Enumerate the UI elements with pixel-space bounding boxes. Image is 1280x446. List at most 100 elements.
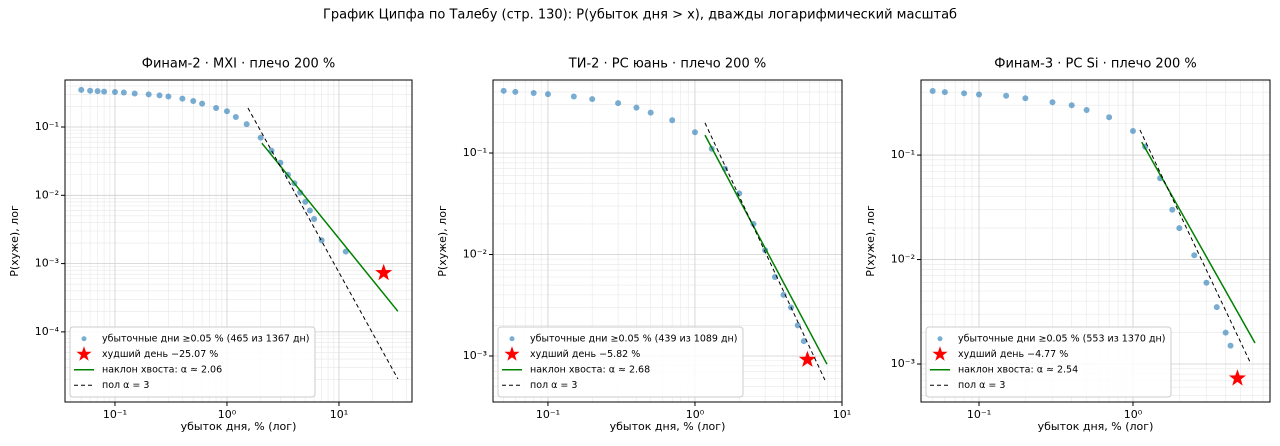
x-axis-label: убыток дня, % (лог) xyxy=(610,420,726,433)
data-point xyxy=(145,91,152,98)
legend-label: худший день −5.82 % xyxy=(530,349,640,360)
y-tick-label: 10⁻³ xyxy=(35,257,59,270)
x-tick-label: 10⁻¹ xyxy=(967,408,991,421)
data-point xyxy=(165,93,172,100)
data-point xyxy=(87,87,94,94)
data-point xyxy=(199,100,206,107)
legend-label: пол α = 3 xyxy=(102,380,149,391)
legend-label: убыточные дни ≥0.05 % (553 из 1370 дн) xyxy=(958,333,1165,344)
data-point xyxy=(1203,279,1210,286)
reference-line xyxy=(247,107,399,380)
worst-day-star xyxy=(798,350,816,367)
data-point xyxy=(297,189,304,196)
axes-frame xyxy=(920,79,1271,403)
legend-label: худший день −25.07 % xyxy=(102,349,218,360)
figure-title: График Ципфа по Талебу (стр. 130): P(убы… xyxy=(323,8,957,23)
x-tick-label: 10⁻¹ xyxy=(536,408,560,421)
data-point xyxy=(190,98,197,105)
axes-frame xyxy=(64,79,413,403)
legend-label: пол α = 3 xyxy=(530,380,577,391)
data-point xyxy=(736,190,743,197)
legend-box xyxy=(497,326,744,398)
data-point xyxy=(342,248,349,255)
x-tick-label: 10⁰ xyxy=(218,408,237,421)
data-point xyxy=(941,89,948,96)
panel-title: Финам-2 · MXI · плечо 200 % xyxy=(142,57,336,72)
legend-marker xyxy=(937,336,943,342)
x-axis-label: убыток дня, % (лог) xyxy=(1038,420,1154,433)
worst-day-star xyxy=(1228,369,1246,386)
legend-marker xyxy=(509,336,515,342)
data-point xyxy=(156,92,163,99)
legend-label: худший день −4.77 % xyxy=(958,349,1068,360)
data-point xyxy=(101,88,108,95)
y-tick-label: 10⁻¹ xyxy=(35,120,59,133)
data-point xyxy=(78,86,85,93)
legend-marker xyxy=(76,346,92,361)
data-point xyxy=(111,89,118,96)
data-point xyxy=(589,96,596,103)
y-tick-label: 10⁻² xyxy=(891,253,915,266)
legend-label: наклон хвоста: α ≈ 2.06 xyxy=(102,364,222,375)
data-point xyxy=(544,91,551,98)
data-point xyxy=(794,322,801,329)
worst-day-star xyxy=(375,263,393,281)
data-point xyxy=(647,109,654,116)
y-tick-label: 10⁻³ xyxy=(891,357,915,370)
x-tick-label: 10¹ xyxy=(330,408,348,421)
data-point xyxy=(94,88,101,95)
legend-marker xyxy=(504,346,520,361)
data-point xyxy=(633,104,640,111)
data-point xyxy=(1083,106,1090,113)
data-point xyxy=(500,87,507,94)
data-point xyxy=(302,198,309,205)
data-point xyxy=(1176,225,1183,232)
x-tick-label: 10⁰ xyxy=(686,408,705,421)
y-tick-label: 10⁻³ xyxy=(463,349,487,362)
data-point xyxy=(1169,206,1176,213)
data-point xyxy=(691,129,698,136)
data-point xyxy=(1068,102,1075,109)
y-tick-label: 10⁻² xyxy=(35,188,59,201)
x-tick-label: 10⁰ xyxy=(1124,408,1143,421)
data-point xyxy=(1129,127,1136,134)
fit-line xyxy=(704,134,828,365)
data-point xyxy=(223,108,230,115)
legend-label: наклон хвоста: α ≈ 2.54 xyxy=(958,364,1078,375)
data-point xyxy=(976,91,983,98)
fit-line xyxy=(1141,141,1256,344)
data-point xyxy=(120,89,127,96)
data-point xyxy=(243,121,250,128)
data-point xyxy=(615,100,622,107)
data-point xyxy=(800,338,807,345)
data-point xyxy=(179,95,186,102)
axes-frame xyxy=(492,79,843,403)
fit-line xyxy=(261,142,399,312)
y-tick-label: 10⁻¹ xyxy=(463,146,487,159)
legend-box xyxy=(925,326,1172,398)
data-point xyxy=(257,134,264,141)
data-point xyxy=(306,207,313,214)
legend-label: убыточные дни ≥0.05 % (465 из 1367 дн) xyxy=(102,333,309,344)
data-point xyxy=(512,88,519,95)
legend-box xyxy=(69,326,316,398)
legend-label: пол α = 3 xyxy=(958,380,1005,391)
plot-area xyxy=(500,87,828,381)
plot-area xyxy=(929,88,1256,386)
reference-line xyxy=(704,122,826,381)
panel-title: ТИ-2 · PC юань · плечо 200 % xyxy=(568,57,766,72)
data-point xyxy=(1022,95,1029,102)
legend-marker xyxy=(932,346,948,361)
data-point xyxy=(1003,92,1010,99)
data-point xyxy=(131,90,138,97)
data-point xyxy=(1049,99,1056,106)
data-point xyxy=(1191,252,1198,259)
panel-title: Финам-3 · PC Si · плечо 200 % xyxy=(994,57,1196,72)
legend-label: убыточные дни ≥0.05 % (439 из 1089 дн) xyxy=(530,333,737,344)
data-point xyxy=(213,104,220,111)
data-point xyxy=(961,90,968,97)
y-axis-label: P(хуже), лог xyxy=(8,205,21,277)
data-point xyxy=(669,117,676,124)
y-tick-label: 10⁻¹ xyxy=(891,148,915,161)
